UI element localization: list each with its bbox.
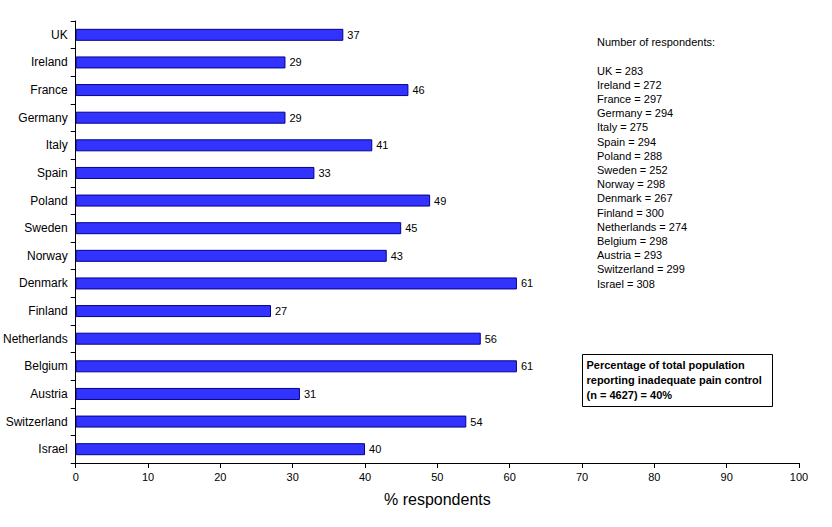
svg-text:UK: UK	[51, 28, 68, 42]
svg-text:40: 40	[369, 443, 381, 455]
svg-text:Israel = 308: Israel = 308	[597, 278, 655, 290]
svg-text:Sweden = 252: Sweden = 252	[597, 164, 668, 176]
svg-text:Belgium: Belgium	[24, 359, 67, 373]
svg-text:40: 40	[359, 471, 371, 483]
svg-text:Germany: Germany	[18, 111, 67, 125]
svg-text:Sweden: Sweden	[24, 221, 67, 235]
svg-text:Ireland = 272: Ireland = 272	[597, 79, 662, 91]
svg-text:61: 61	[521, 360, 533, 372]
svg-text:Norway = 298: Norway = 298	[597, 178, 665, 190]
svg-text:France: France	[30, 83, 68, 97]
svg-text:France = 297: France = 297	[597, 93, 662, 105]
svg-text:Germany = 294: Germany = 294	[597, 107, 673, 119]
svg-text:90: 90	[721, 471, 733, 483]
svg-text:27: 27	[275, 305, 287, 317]
svg-text:60: 60	[504, 471, 516, 483]
svg-text:80: 80	[648, 471, 660, 483]
svg-text:49: 49	[434, 195, 446, 207]
svg-text:Belgium = 298: Belgium = 298	[597, 235, 668, 247]
svg-text:0: 0	[73, 471, 79, 483]
svg-text:37: 37	[347, 29, 359, 41]
svg-text:(n = 4627) = 40%: (n = 4627) = 40%	[587, 389, 673, 401]
svg-text:Poland: Poland	[30, 194, 67, 208]
svg-text:Netherlands = 274: Netherlands = 274	[597, 221, 687, 233]
svg-text:41: 41	[376, 139, 388, 151]
svg-text:Italy = 275: Italy = 275	[597, 121, 648, 133]
svg-text:50: 50	[431, 471, 443, 483]
svg-text:Ireland: Ireland	[31, 55, 68, 69]
svg-text:Spain = 294: Spain = 294	[597, 136, 656, 148]
svg-text:UK = 283: UK = 283	[597, 65, 643, 77]
svg-text:46: 46	[412, 84, 424, 96]
svg-text:100: 100	[790, 471, 808, 483]
svg-text:Denmark: Denmark	[19, 276, 69, 290]
svg-text:61: 61	[521, 277, 533, 289]
svg-text:29: 29	[289, 56, 301, 68]
svg-text:Spain: Spain	[37, 166, 68, 180]
svg-text:reporting inadequate pain cont: reporting inadequate pain control	[587, 374, 762, 386]
svg-text:Switzerland: Switzerland	[6, 415, 68, 429]
svg-text:56: 56	[485, 333, 497, 345]
svg-text:45: 45	[405, 222, 417, 234]
svg-text:Number of respondents:: Number of respondents:	[597, 36, 715, 48]
svg-text:33: 33	[318, 167, 330, 179]
svg-text:31: 31	[304, 388, 316, 400]
svg-text:54: 54	[470, 416, 482, 428]
svg-text:Finland = 300: Finland = 300	[597, 207, 664, 219]
svg-text:43: 43	[391, 250, 403, 262]
svg-text:Switzerland = 299: Switzerland = 299	[597, 263, 685, 275]
svg-text:Israel: Israel	[38, 442, 67, 456]
svg-text:Netherlands: Netherlands	[3, 332, 68, 346]
svg-text:70: 70	[576, 471, 588, 483]
svg-text:Austria: Austria	[30, 387, 68, 401]
svg-text:Italy: Italy	[46, 138, 68, 152]
svg-text:Poland = 288: Poland = 288	[597, 150, 662, 162]
svg-text:Austria = 293: Austria = 293	[597, 249, 662, 261]
svg-text:29: 29	[289, 112, 301, 124]
svg-text:Finland: Finland	[28, 304, 67, 318]
svg-text:% respondents: % respondents	[384, 491, 491, 508]
svg-text:Norway: Norway	[27, 249, 68, 263]
svg-text:10: 10	[142, 471, 154, 483]
svg-text:20: 20	[214, 471, 226, 483]
svg-text:Percentage of total population: Percentage of total population	[587, 359, 746, 371]
svg-text:30: 30	[287, 471, 299, 483]
svg-text:Denmark = 267: Denmark = 267	[597, 192, 673, 204]
